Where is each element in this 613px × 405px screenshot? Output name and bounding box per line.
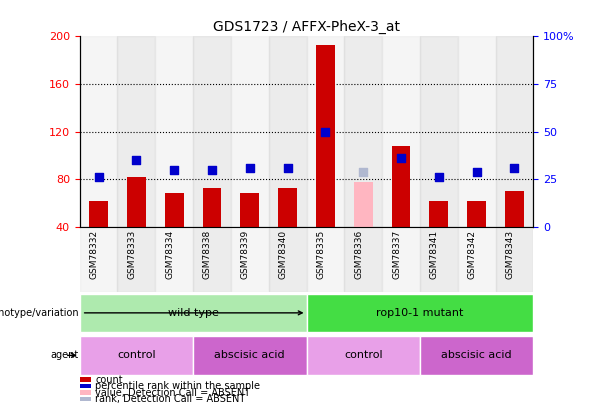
Bar — [306, 336, 420, 375]
Point — [434, 174, 444, 181]
Text: percentile rank within the sample: percentile rank within the sample — [95, 381, 260, 391]
Bar — [495, 227, 533, 292]
Text: GSM78332: GSM78332 — [89, 230, 99, 279]
Text: control: control — [117, 350, 156, 360]
Text: GSM78338: GSM78338 — [203, 230, 212, 279]
Point — [396, 155, 406, 162]
Bar — [505, 191, 524, 227]
Bar — [354, 181, 373, 227]
Point — [207, 166, 217, 173]
Bar — [127, 177, 146, 227]
Point — [94, 174, 104, 181]
Bar — [193, 227, 231, 292]
Point — [131, 157, 141, 164]
Bar — [165, 194, 184, 227]
Text: GSM78335: GSM78335 — [316, 230, 326, 279]
Bar — [268, 227, 306, 292]
Text: count: count — [95, 375, 123, 385]
Point — [283, 164, 292, 171]
Bar — [240, 194, 259, 227]
Text: agent: agent — [51, 350, 79, 360]
Point — [321, 128, 330, 135]
Bar — [80, 227, 118, 292]
Text: rop10-1 mutant: rop10-1 mutant — [376, 308, 463, 318]
Text: abscisic acid: abscisic acid — [441, 350, 512, 360]
Point — [358, 168, 368, 175]
Text: wild type: wild type — [168, 308, 218, 318]
Bar — [306, 294, 533, 332]
Bar — [345, 227, 382, 292]
Bar — [429, 200, 448, 227]
Text: control: control — [344, 350, 383, 360]
Bar — [193, 36, 231, 227]
Point — [169, 166, 179, 173]
Bar — [89, 200, 108, 227]
Bar — [458, 227, 495, 292]
Bar — [345, 36, 382, 227]
Bar — [495, 36, 533, 227]
Point — [509, 164, 519, 171]
Text: GSM78340: GSM78340 — [278, 230, 287, 279]
Text: rank, Detection Call = ABSENT: rank, Detection Call = ABSENT — [95, 394, 245, 404]
Bar — [420, 227, 458, 292]
Bar — [231, 36, 268, 227]
Text: GSM78343: GSM78343 — [505, 230, 514, 279]
Text: value, Detection Call = ABSENT: value, Detection Call = ABSENT — [95, 388, 250, 398]
Bar — [458, 36, 495, 227]
Point — [245, 164, 255, 171]
Bar — [392, 146, 411, 227]
Bar — [80, 36, 118, 227]
Bar — [420, 336, 533, 375]
Bar — [202, 188, 221, 227]
Bar — [306, 227, 345, 292]
Bar — [382, 36, 420, 227]
Bar — [193, 336, 306, 375]
Text: GSM78336: GSM78336 — [354, 230, 363, 279]
Bar — [80, 294, 306, 332]
Text: abscisic acid: abscisic acid — [215, 350, 285, 360]
Bar — [155, 227, 193, 292]
Bar — [231, 227, 268, 292]
Title: GDS1723 / AFFX-PheX-3_at: GDS1723 / AFFX-PheX-3_at — [213, 20, 400, 34]
Bar — [80, 336, 193, 375]
Text: GSM78342: GSM78342 — [468, 230, 477, 279]
Bar — [155, 36, 193, 227]
Text: GSM78339: GSM78339 — [241, 230, 250, 279]
Bar — [118, 227, 155, 292]
Text: GSM78337: GSM78337 — [392, 230, 401, 279]
Bar — [467, 200, 486, 227]
Text: genotype/variation: genotype/variation — [0, 308, 302, 318]
Text: GSM78341: GSM78341 — [430, 230, 439, 279]
Bar — [278, 188, 297, 227]
Text: GSM78333: GSM78333 — [128, 230, 136, 279]
Bar — [306, 36, 345, 227]
Bar — [316, 45, 335, 227]
Text: GSM78334: GSM78334 — [165, 230, 174, 279]
Bar — [118, 36, 155, 227]
Bar — [382, 227, 420, 292]
Bar — [268, 36, 306, 227]
Bar — [420, 36, 458, 227]
Point — [472, 168, 482, 175]
